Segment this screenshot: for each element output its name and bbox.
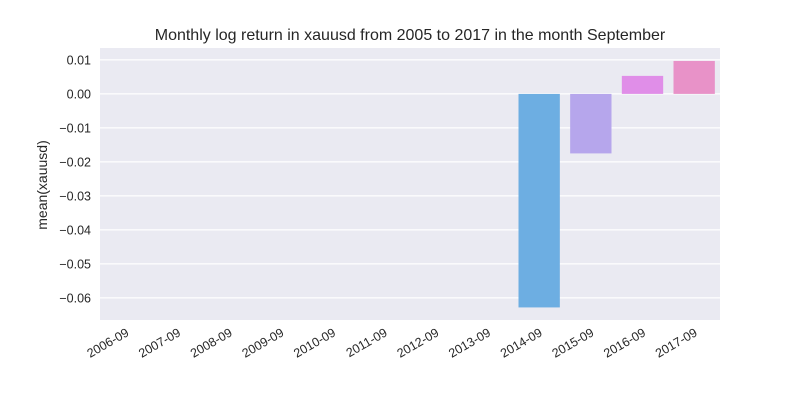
y-tick-label: −0.01 <box>59 121 91 135</box>
x-tick-label: 2015-09 <box>550 325 597 360</box>
bar-2015-09 <box>570 93 612 154</box>
x-tick-label: 2010-09 <box>291 325 338 360</box>
y-tick-label: −0.02 <box>59 155 91 169</box>
y-tick-label: −0.04 <box>59 223 91 237</box>
bar-2017-09 <box>673 60 715 94</box>
gridlines <box>100 59 720 299</box>
x-tick-label: 2017-09 <box>653 325 700 360</box>
y-tick-label: 0.00 <box>67 87 91 101</box>
bars <box>518 60 715 308</box>
y-tick-label: 0.01 <box>67 53 91 67</box>
x-tick-label: 2014-09 <box>498 325 545 360</box>
x-tick-label: 2016-09 <box>601 325 648 360</box>
x-tick-label: 2013-09 <box>446 325 493 360</box>
bar-2014-09 <box>518 93 560 308</box>
y-axis-ticks: 0.01 0.00 −0.01 −0.02 −0.03 −0.04 −0.05 −0.06 <box>59 53 91 305</box>
x-tick-label: 2006-09 <box>85 325 132 360</box>
y-tick-label: −0.03 <box>59 189 91 203</box>
bar-2016-09 <box>621 75 664 94</box>
x-tick-label: 2007-09 <box>136 325 183 360</box>
y-axis-label: mean(xauusd) <box>34 140 50 230</box>
x-tick-label: 2012-09 <box>395 325 442 360</box>
x-tick-label: 2008-09 <box>188 325 235 360</box>
x-tick-label: 2011-09 <box>344 325 390 360</box>
x-tick-label: 2009-09 <box>240 325 287 360</box>
chart-title: Monthly log return in xauusd from 2005 t… <box>155 27 666 44</box>
y-tick-label: −0.06 <box>59 291 91 305</box>
x-axis-ticks: 2006-09 2007-09 2008-09 2009-09 2010-09 2011-… <box>85 325 700 360</box>
y-tick-label: −0.05 <box>59 257 91 271</box>
